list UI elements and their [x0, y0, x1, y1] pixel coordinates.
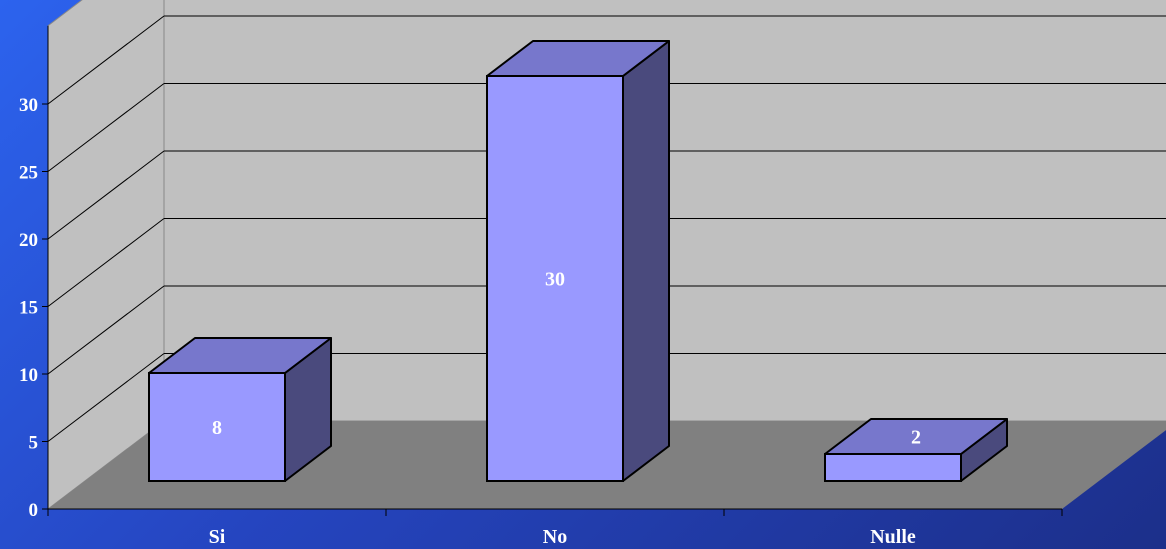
x-tick-label-nulle: Nulle [870, 526, 916, 548]
y-tick-label-20: 20 [19, 230, 38, 251]
bar-front-si [148, 372, 286, 482]
x-tick-label-no: No [543, 526, 567, 548]
side-wall [47, 0, 165, 511]
bar-side-no [622, 40, 670, 482]
y-tick-label-25: 25 [19, 163, 38, 184]
x-tick-label-si: Si [209, 526, 226, 548]
axes [47, 25, 1062, 510]
y-tick-label-30: 30 [19, 95, 38, 116]
gridline-side-10 [47, 285, 165, 375]
bar-no [486, 40, 670, 482]
y-axis-ticks: 0 5 10 15 20 25 30 [19, 95, 48, 521]
gridlines [47, 15, 1166, 442]
y-tick-label-0: 0 [29, 500, 39, 521]
y-tick-label-5: 5 [29, 433, 39, 454]
data-label-no: 30 [545, 269, 565, 291]
data-label-si: 8 [212, 417, 222, 439]
bar-front-no [486, 75, 624, 482]
gridline-side-20 [47, 150, 165, 240]
y-tick-label-10: 10 [19, 365, 38, 386]
gridline-side-25 [47, 83, 165, 172]
gridline-side-15 [47, 218, 165, 307]
gridline-side-30 [47, 15, 165, 105]
data-labels: 8 30 2 [212, 269, 921, 449]
bars [148, 40, 1008, 482]
x-axis-ticks: Si No Nulle [47, 509, 1063, 548]
bar-nulle [824, 418, 1008, 482]
bar-front-nulle [824, 453, 962, 482]
y-tick-label-15: 15 [19, 298, 38, 319]
data-label-nulle: 2 [911, 427, 921, 449]
gridline-side-5 [47, 353, 165, 442]
bar-si [148, 337, 332, 482]
